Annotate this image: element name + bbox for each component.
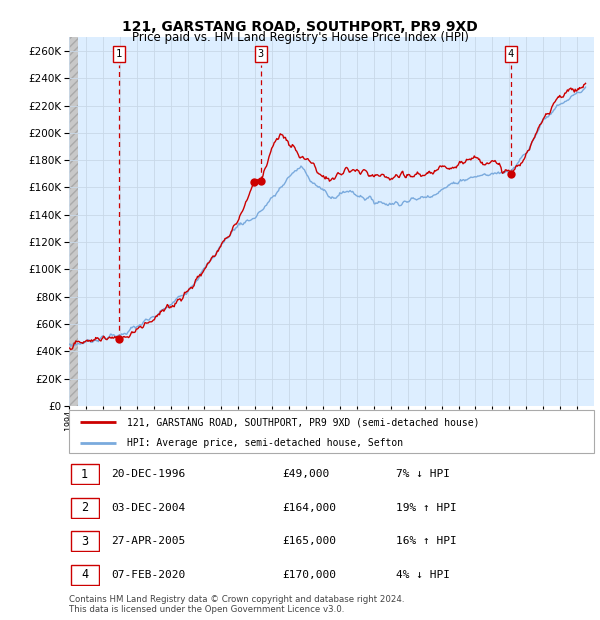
FancyBboxPatch shape (69, 410, 594, 453)
Text: Price paid vs. HM Land Registry's House Price Index (HPI): Price paid vs. HM Land Registry's House … (131, 31, 469, 44)
FancyBboxPatch shape (71, 531, 98, 551)
Text: 1: 1 (81, 468, 88, 481)
Text: 1: 1 (116, 48, 122, 59)
Text: 4: 4 (508, 48, 514, 59)
Text: 4% ↓ HPI: 4% ↓ HPI (396, 570, 450, 580)
Text: 7% ↓ HPI: 7% ↓ HPI (396, 469, 450, 479)
Text: £164,000: £164,000 (282, 503, 336, 513)
Text: 27-APR-2005: 27-APR-2005 (111, 536, 185, 546)
Text: 3: 3 (257, 48, 264, 59)
Text: Contains HM Land Registry data © Crown copyright and database right 2024.
This d: Contains HM Land Registry data © Crown c… (69, 595, 404, 614)
Text: 2: 2 (81, 502, 88, 514)
Text: 20-DEC-1996: 20-DEC-1996 (111, 469, 185, 479)
Text: £170,000: £170,000 (282, 570, 336, 580)
Text: HPI: Average price, semi-detached house, Sefton: HPI: Average price, semi-detached house,… (127, 438, 403, 448)
FancyBboxPatch shape (71, 565, 98, 585)
Text: £165,000: £165,000 (282, 536, 336, 546)
Text: 16% ↑ HPI: 16% ↑ HPI (396, 536, 457, 546)
Text: 121, GARSTANG ROAD, SOUTHPORT, PR9 9XD: 121, GARSTANG ROAD, SOUTHPORT, PR9 9XD (122, 20, 478, 34)
Bar (69, 37, 79, 406)
Text: 3: 3 (81, 535, 88, 547)
Text: 19% ↑ HPI: 19% ↑ HPI (396, 503, 457, 513)
Text: £49,000: £49,000 (282, 469, 329, 479)
Text: 07-FEB-2020: 07-FEB-2020 (111, 570, 185, 580)
FancyBboxPatch shape (71, 464, 98, 484)
Text: 03-DEC-2004: 03-DEC-2004 (111, 503, 185, 513)
Text: 121, GARSTANG ROAD, SOUTHPORT, PR9 9XD (semi-detached house): 121, GARSTANG ROAD, SOUTHPORT, PR9 9XD (… (127, 417, 479, 427)
FancyBboxPatch shape (71, 498, 98, 518)
Text: 4: 4 (81, 569, 88, 581)
